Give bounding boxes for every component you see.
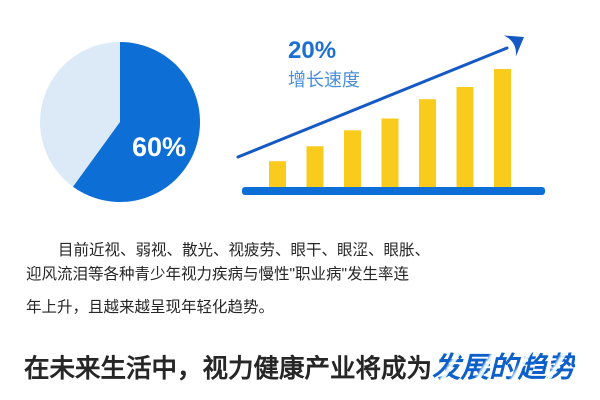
svg-text:20%: 20% xyxy=(288,37,336,64)
svg-text:增长速度: 增长速度 xyxy=(288,70,360,90)
